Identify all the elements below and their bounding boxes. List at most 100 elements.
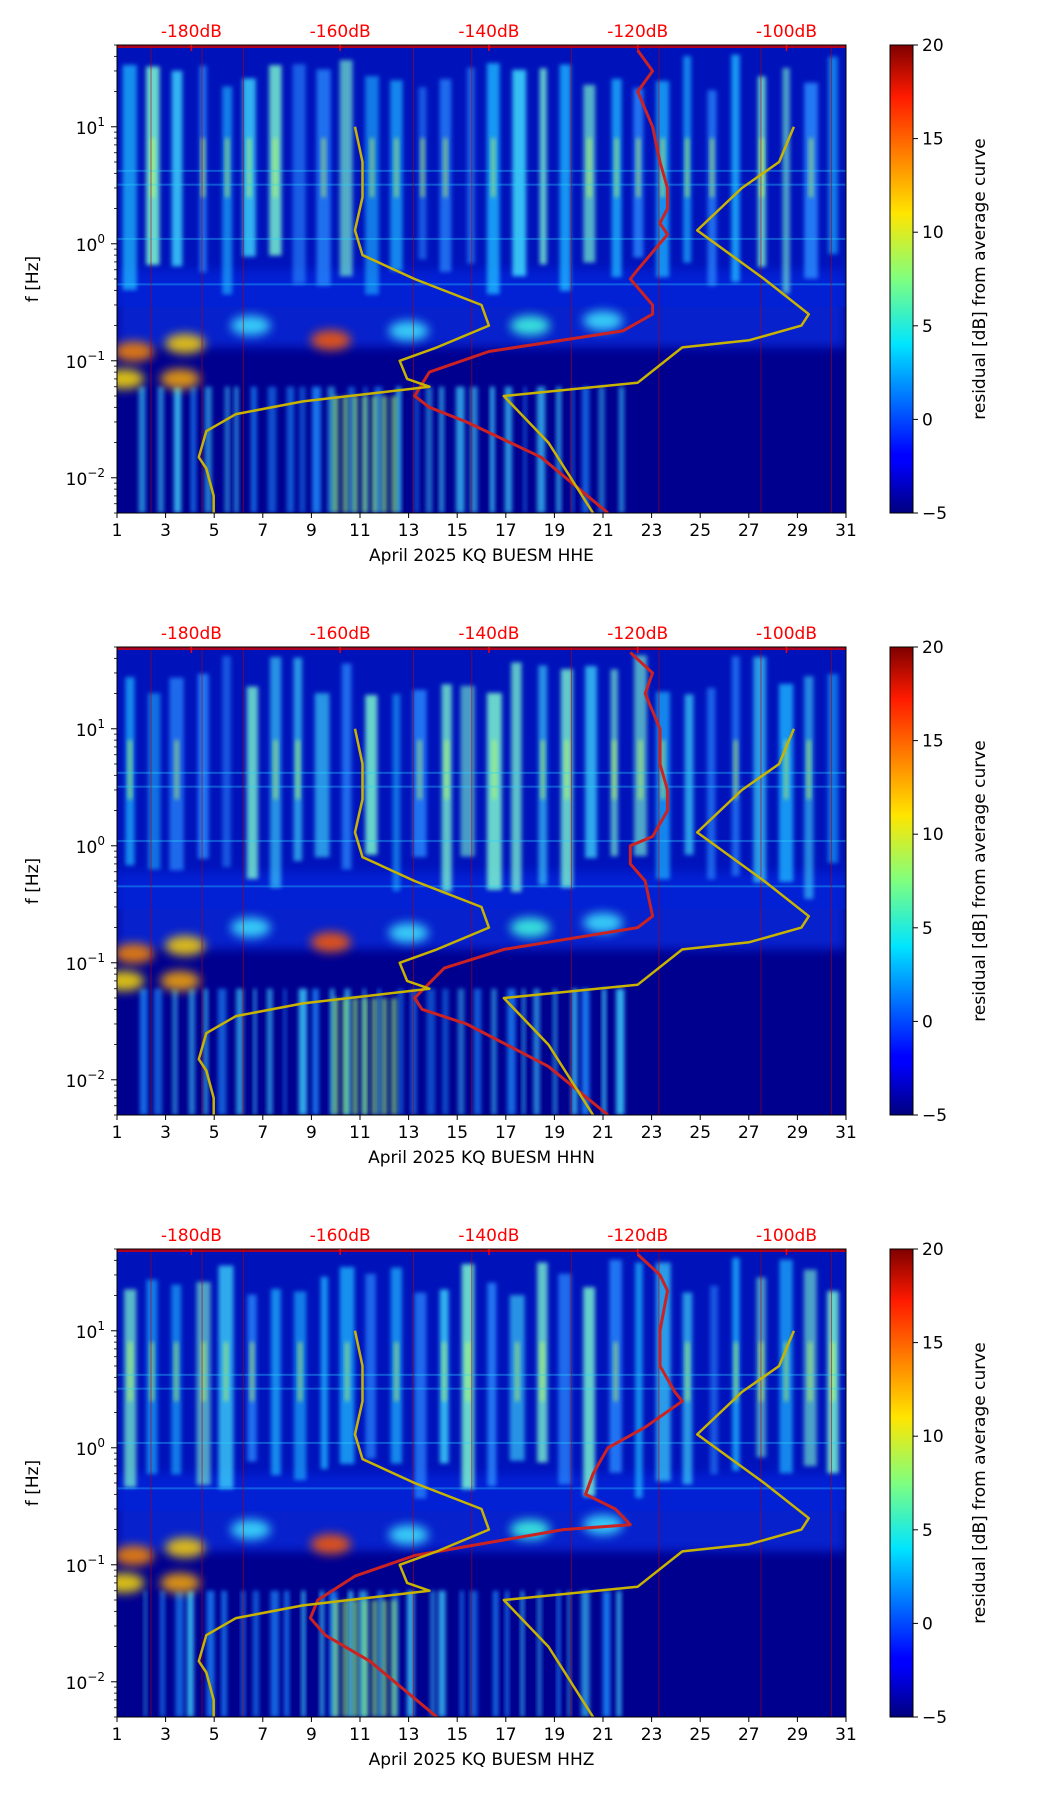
colorbar-tick-label: 10 xyxy=(922,825,944,845)
colorbar-tick-label: 15 xyxy=(922,130,944,150)
colorbar-tick-label: −5 xyxy=(922,504,947,524)
y-axis-label: f [Hz] xyxy=(23,1460,43,1506)
x-tick-label: 31 xyxy=(835,521,857,541)
top-db-tick-label: -160dB xyxy=(310,624,371,644)
colorbar: −5 0 5 10 15 20 residual [dB] from average cur… xyxy=(889,1240,990,1728)
x-tick-label: 27 xyxy=(738,521,760,541)
top-db-tick-label: -120dB xyxy=(607,1226,668,1246)
y-tick-label: 10−1 xyxy=(66,951,105,975)
colorbar-tick-label: 20 xyxy=(922,36,944,56)
x-tick-label: 9 xyxy=(306,1725,317,1745)
x-tick-label: 13 xyxy=(398,1123,420,1143)
psd-curve-yellow-1 xyxy=(197,728,491,1115)
top-db-tick-label: -140dB xyxy=(458,624,519,644)
x-tick-label: 1 xyxy=(112,521,123,541)
x-tick-label: 17 xyxy=(495,521,517,541)
x-tick-label: 25 xyxy=(689,1123,711,1143)
top-db-tick-label: -100dB xyxy=(756,1226,817,1246)
x-tick-label: 17 xyxy=(495,1123,517,1143)
x-tick-label: 11 xyxy=(349,521,371,541)
colorbar-tick-label: 5 xyxy=(922,317,933,337)
colorbar: −5 0 5 10 15 20 residual [dB] from average cur… xyxy=(889,36,990,524)
x-tick-label: 7 xyxy=(257,521,268,541)
x-tick-label: 23 xyxy=(641,521,663,541)
x-tick-label: 3 xyxy=(160,1725,171,1745)
psd-curve-red xyxy=(413,651,669,1115)
colorbar-gradient xyxy=(889,646,914,1116)
x-tick-label: 7 xyxy=(257,1725,268,1745)
x-tick-label: 21 xyxy=(592,521,614,541)
colorbar-tick-label: 0 xyxy=(922,410,933,430)
top-db-tick-label: -180dB xyxy=(161,22,222,42)
colorbar-tick-label: −5 xyxy=(922,1708,947,1728)
colorbar-tick-label: 20 xyxy=(922,1240,944,1260)
x-tick-label: 25 xyxy=(689,521,711,541)
colorbar-tick-label: 0 xyxy=(922,1012,933,1032)
x-tick-label: 11 xyxy=(349,1725,371,1745)
x-tick-label: 13 xyxy=(398,1725,420,1745)
top-db-tick-label: -120dB xyxy=(607,22,668,42)
x-tick-label: 19 xyxy=(544,1123,566,1143)
x-tick-label: 27 xyxy=(738,1123,760,1143)
x-tick-label: 25 xyxy=(689,1725,711,1745)
x-tick-label: 21 xyxy=(592,1123,614,1143)
colorbar-gradient xyxy=(889,1248,914,1718)
x-tick-label: 9 xyxy=(306,1123,317,1143)
x-tick-label: 15 xyxy=(446,1725,468,1745)
colorbar-tick-label: 15 xyxy=(922,732,944,752)
y-tick-label: 10−2 xyxy=(66,466,105,490)
top-db-tick-label: -140dB xyxy=(458,22,519,42)
x-tick-label: 9 xyxy=(306,521,317,541)
top-db-tick-label: -100dB xyxy=(756,624,817,644)
x-tick-label: 11 xyxy=(349,1123,371,1143)
x-axis-label: April 2025 KQ BUESM HHZ xyxy=(369,1750,595,1770)
x-tick-label: 23 xyxy=(641,1123,663,1143)
x-tick-label: 17 xyxy=(495,1725,517,1745)
x-tick-label: 7 xyxy=(257,1123,268,1143)
top-db-tick-label: -160dB xyxy=(310,1226,371,1246)
colorbar-tick-label: 10 xyxy=(922,223,944,243)
y-tick-label: 10−2 xyxy=(66,1670,105,1694)
x-tick-label: 29 xyxy=(787,521,809,541)
x-tick-label: 5 xyxy=(209,1123,220,1143)
y-axis-label: f [Hz] xyxy=(23,858,43,904)
x-tick-label: 15 xyxy=(446,521,468,541)
x-tick-label: 29 xyxy=(787,1725,809,1745)
x-tick-label: 27 xyxy=(738,1725,760,1745)
top-db-tick-label: -180dB xyxy=(161,1226,222,1246)
psd-curve-yellow-2 xyxy=(502,1330,811,1717)
colorbar-label: residual [dB] from average curve xyxy=(970,1342,990,1623)
x-tick-label: 13 xyxy=(398,521,420,541)
x-tick-label: 5 xyxy=(209,521,220,541)
colorbar-label: residual [dB] from average curve xyxy=(970,138,990,419)
y-tick-label: 100 xyxy=(76,232,105,256)
x-tick-label: 31 xyxy=(835,1123,857,1143)
top-db-tick-label: -140dB xyxy=(458,1226,519,1246)
spectrogram-image xyxy=(117,647,846,1115)
psd-curve-yellow-2 xyxy=(502,126,811,513)
y-tick-label: 101 xyxy=(76,115,105,139)
x-tick-label: 3 xyxy=(160,521,171,541)
x-tick-label: 1 xyxy=(112,1725,123,1745)
x-tick-label: 5 xyxy=(209,1725,220,1745)
colorbar-tick-label: 15 xyxy=(922,1334,944,1354)
y-tick-label: 101 xyxy=(76,717,105,741)
x-tick-label: 29 xyxy=(787,1123,809,1143)
colorbar-tick-label: 5 xyxy=(922,919,933,939)
x-tick-label: 3 xyxy=(160,1123,171,1143)
x-tick-label: 31 xyxy=(835,1725,857,1745)
psd-curve-yellow-2 xyxy=(502,728,811,1115)
y-tick-label: 10−2 xyxy=(66,1068,105,1092)
y-axis-label: f [Hz] xyxy=(23,256,43,302)
colorbar-label: residual [dB] from average curve xyxy=(970,740,990,1021)
top-db-tick-label: -100dB xyxy=(756,22,817,42)
colorbar: −5 0 5 10 15 20 residual [dB] from average cur… xyxy=(889,638,990,1126)
x-axis-label: April 2025 KQ BUESM HHE xyxy=(369,546,594,566)
x-tick-label: 21 xyxy=(592,1725,614,1745)
psd-curve-yellow-1 xyxy=(197,1330,491,1717)
colorbar-gradient xyxy=(889,44,914,514)
